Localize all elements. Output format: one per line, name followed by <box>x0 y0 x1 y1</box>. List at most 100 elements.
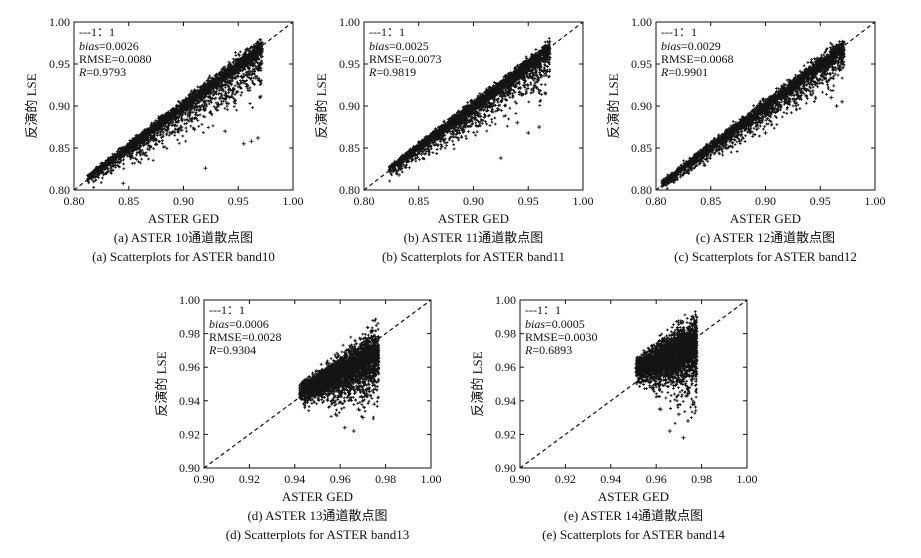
y-tick-label-b: 0.85 <box>339 141 360 155</box>
r-annotation-e: R=0.6893 <box>524 343 572 357</box>
legend-one-to-one-c: ---1：1 <box>661 25 697 39</box>
y-tick-label-e: 0.92 <box>495 427 516 441</box>
caption-en-c: (c) Scatterplots for ASTER band12 <box>674 249 857 264</box>
outlier-point-b-3 <box>537 125 542 129</box>
outlier-point-b-4 <box>515 120 520 125</box>
scatter-cloud-b <box>387 36 552 183</box>
x-tick-label-e: 0.96 <box>646 472 667 486</box>
outlier-point-c-1 <box>840 99 845 104</box>
bias-annotation-e: bias=0.0005 <box>525 317 585 331</box>
y-tick-label-d: 0.92 <box>179 427 200 441</box>
x-axis-label-d: ASTER GED <box>282 489 353 504</box>
y-tick-label-b: 0.95 <box>339 57 360 71</box>
r-annotation-b: R=0.9819 <box>368 65 416 79</box>
y-tick-label-d: 0.98 <box>179 327 200 341</box>
panel-e: 0.90 0.92 0.94 0.96 0.98 1.00 0.90 0.92 0.94 0.96… <box>470 293 758 542</box>
outlier-point-d-4 <box>372 402 377 407</box>
y-axis-label-a: 反演的 LSE <box>24 73 39 138</box>
x-tick-label-d: 0.94 <box>284 472 305 486</box>
scatter-points-b <box>387 36 552 183</box>
y-tick-label-e: 0.98 <box>495 327 516 341</box>
scatter-cloud-e <box>634 310 699 425</box>
x-tick-label-c: 0.80 <box>646 194 667 208</box>
outlier-point-d-1 <box>351 429 356 434</box>
x-tick-label-d: 0.96 <box>330 472 351 486</box>
x-tick-label-b: 0.90 <box>463 194 484 208</box>
outlier-point-c-0 <box>834 104 839 108</box>
legend-one-to-one-d: ---1：1 <box>209 303 245 317</box>
y-tick-label-a: 0.90 <box>49 99 70 113</box>
x-tick-label-e: 0.90 <box>510 472 531 486</box>
outlier-point-e-0 <box>667 429 672 434</box>
outlier-point-d-5 <box>333 412 338 417</box>
x-tick-label-a: 0.80 <box>64 194 85 208</box>
rmse-annotation-a: RMSE=0.0080 <box>79 52 151 66</box>
plot-frame-d <box>203 299 432 469</box>
x-tick-label-d: 0.90 <box>194 472 215 486</box>
rmse-annotation-c: RMSE=0.0068 <box>661 52 733 66</box>
rmse-annotation-d: RMSE=0.0028 <box>209 330 281 344</box>
x-axis-label-c: ASTER GED <box>730 211 801 226</box>
y-tick-label-d: 0.94 <box>179 394 200 408</box>
caption-zh-e: (e) ASTER 14通道散点图 <box>564 508 703 523</box>
caption-en-b: (b) Scatterplots for ASTER band11 <box>382 249 565 264</box>
outlier-point-b-0 <box>498 156 503 161</box>
outlier-point-d-2 <box>360 415 365 420</box>
one-to-one-line-e <box>519 299 748 469</box>
outlier-point-a-6 <box>255 135 260 140</box>
scatter-points-a <box>86 38 264 189</box>
x-tick-label-a: 0.90 <box>173 194 194 208</box>
x-tick-label-b: 1.00 <box>573 194 594 208</box>
x-tick-label-c: 0.95 <box>810 194 831 208</box>
caption-en-e: (e) Scatterplots for ASTER band14 <box>542 527 725 542</box>
y-tick-label-d: 0.96 <box>179 360 200 374</box>
y-tick-label-a: 0.85 <box>49 141 70 155</box>
x-tick-label-b: 0.85 <box>408 194 429 208</box>
outlier-point-d-0 <box>342 425 347 430</box>
legend-one-to-one-a: ---1：1 <box>79 25 115 39</box>
scatter-cloud-d <box>298 317 381 421</box>
outlier-point-e-5 <box>690 402 695 407</box>
bias-annotation-d: bias=0.0006 <box>209 317 269 331</box>
panel-a: 0.80 0.85 0.90 0.95 1.00 0.80 0.85 0.90 0.95 1.00… <box>24 15 304 264</box>
caption-en-a: (a) Scatterplots for ASTER band10 <box>92 249 275 264</box>
panel-b: 0.80 0.85 0.90 0.95 1.00 0.80 0.85 0.90 0.95 1.00… <box>314 15 594 264</box>
y-tick-label-c: 0.95 <box>631 57 652 71</box>
caption-zh-d: (d) ASTER 13通道散点图 <box>247 508 387 523</box>
y-tick-label-c: 0.90 <box>631 99 652 113</box>
x-tick-label-c: 0.85 <box>700 194 721 208</box>
caption-zh-c: (c) ASTER 12通道散点图 <box>696 230 835 245</box>
y-tick-label-a: 0.95 <box>49 57 70 71</box>
y-axis-label-d: 反演的 LSE <box>154 351 169 416</box>
x-tick-label-a: 1.00 <box>283 194 304 208</box>
caption-en-d: (d) Scatterplots for ASTER band13 <box>226 527 409 542</box>
panel-d: 0.90 0.92 0.94 0.96 0.98 1.00 0.90 0.92 0.94 0.96… <box>154 293 442 542</box>
x-tick-label-c: 1.00 <box>865 194 886 208</box>
x-tick-label-e: 1.00 <box>737 472 758 486</box>
bias-annotation-c: bias=0.0029 <box>661 39 721 53</box>
outlier-point-c-3 <box>829 95 834 100</box>
outlier-point-a-5 <box>192 127 197 132</box>
y-tick-label-d: 1.00 <box>179 293 200 307</box>
outlier-point-e-3 <box>676 412 681 417</box>
y-tick-label-c: 1.00 <box>631 15 652 29</box>
y-tick-label-e: 0.94 <box>495 394 516 408</box>
outlier-point-c-2 <box>763 130 768 135</box>
rmse-annotation-e: RMSE=0.0030 <box>525 330 597 344</box>
y-tick-label-b: 0.90 <box>339 99 360 113</box>
r-annotation-a: R=0.9793 <box>78 65 126 79</box>
outlier-point-a-2 <box>241 141 246 146</box>
outlier-point-b-2 <box>526 130 531 135</box>
x-tick-label-d: 1.00 <box>421 472 442 486</box>
plot-frame-e <box>519 299 748 469</box>
y-tick-label-e: 0.96 <box>495 360 516 374</box>
outlier-point-a-1 <box>203 166 208 171</box>
y-axis-label-e: 反演的 LSE <box>470 351 485 416</box>
r-annotation-c: R=0.9901 <box>660 65 708 79</box>
y-tick-label-d: 0.90 <box>179 461 200 475</box>
y-tick-label-b: 1.00 <box>339 15 360 29</box>
legend-one-to-one-e: ---1：1 <box>525 303 561 317</box>
x-tick-label-c: 0.90 <box>755 194 776 208</box>
r-annotation-d: R=0.9304 <box>208 343 256 357</box>
